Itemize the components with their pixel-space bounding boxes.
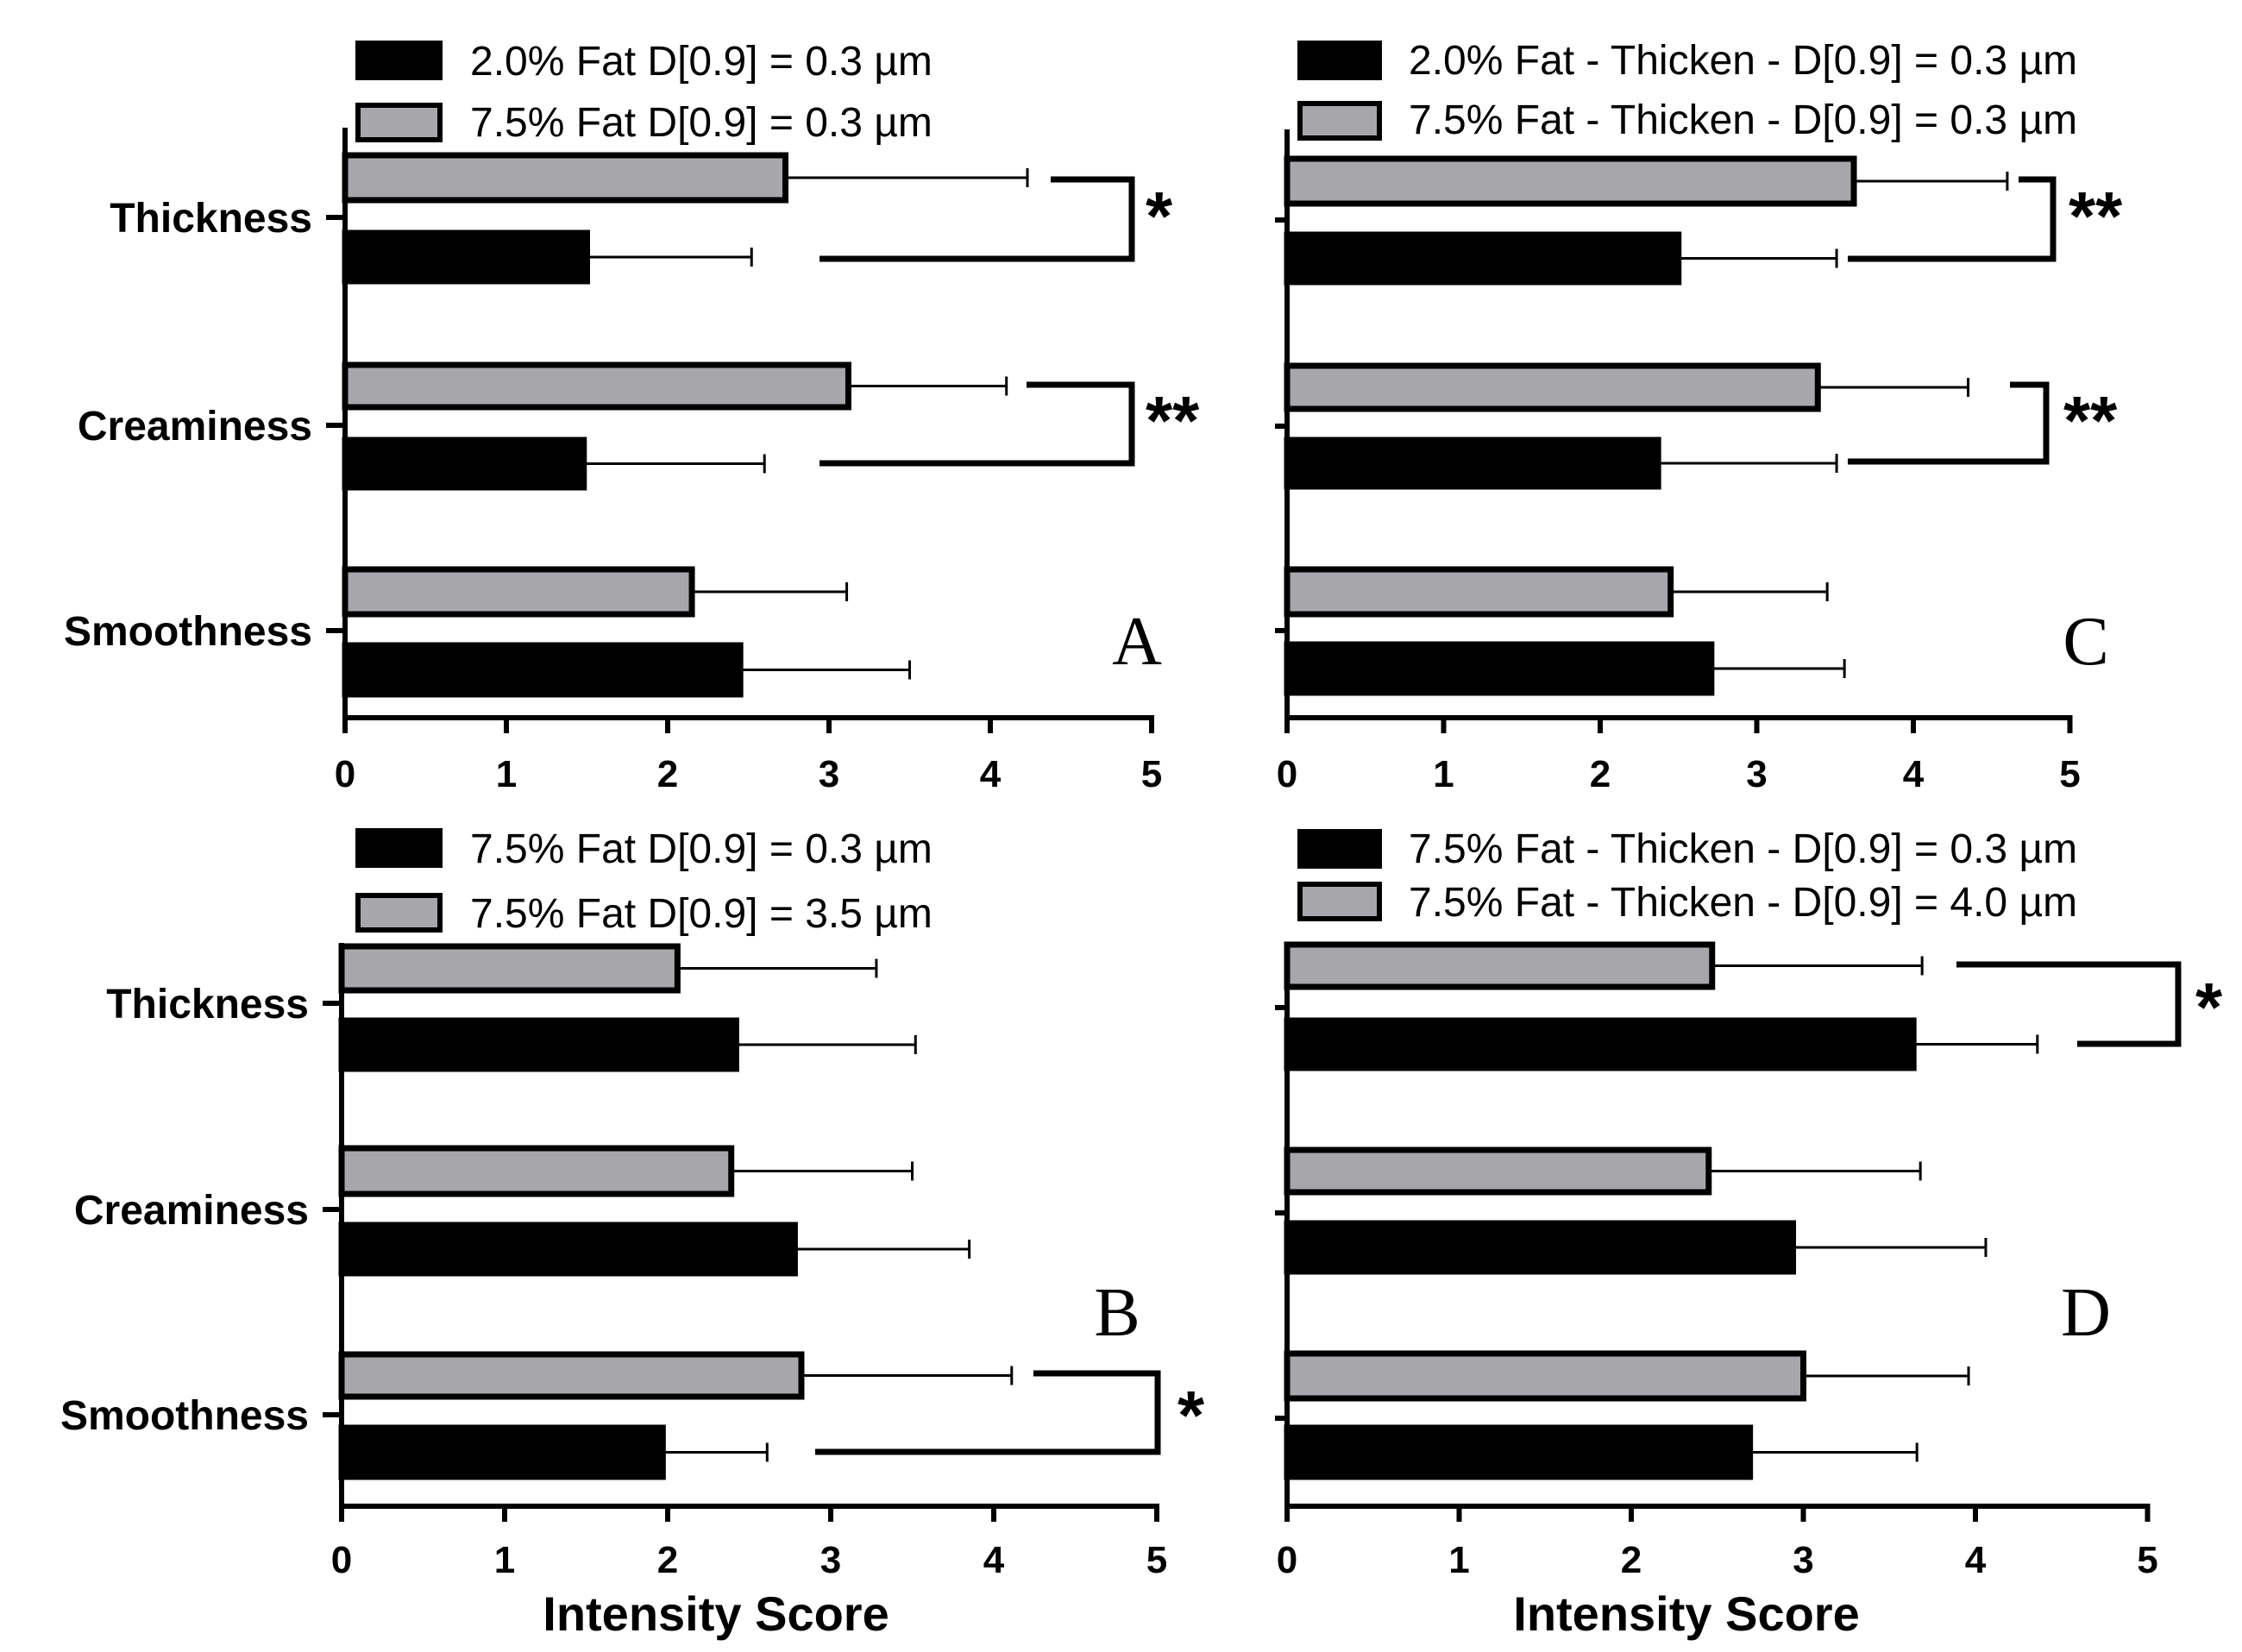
bar-thickness-gray xyxy=(338,943,681,994)
panel-d: 7.5% Fat - Thicken - D[0.9] = 0.3 µm 7.5%… xyxy=(1275,826,2223,1641)
panel-a: 2.0% Fat D[0.9] = 0.3 µm 7.5% Fat D[0.9] … xyxy=(64,39,1200,795)
bar-creaminess-gray xyxy=(1284,362,1821,412)
x-tick-label: 2 xyxy=(1621,1539,1642,1581)
legend-entry: 2.0% Fat - Thicken - D[0.9] = 0.3 µm xyxy=(1409,38,2077,84)
legend-entry: 7.5% Fat D[0.9] = 0.3 µm xyxy=(470,826,933,872)
legend-entry: 7.5% Fat D[0.9] = 0.3 µm xyxy=(470,100,933,146)
x-tick-label: 4 xyxy=(983,1539,1005,1581)
bar-creaminess-black xyxy=(338,1222,798,1277)
bar-thickness-gray xyxy=(1284,941,1716,990)
x-tick-label: 5 xyxy=(2059,753,2080,795)
x-tick-label: 4 xyxy=(1965,1539,1987,1581)
legend-swatch xyxy=(1297,882,1382,921)
x-tick-label: 1 xyxy=(496,753,517,795)
panel-letter: C xyxy=(2063,604,2108,680)
x-tick-label: 0 xyxy=(331,1539,352,1581)
bar-thickness-black xyxy=(1284,231,1682,286)
x-tick-label: 1 xyxy=(1448,1539,1469,1581)
bar-thickness-black xyxy=(1284,1017,1917,1071)
panel-letter: D xyxy=(2061,1275,2111,1351)
x-tick-label: 1 xyxy=(494,1539,515,1581)
bar-smoothness-black xyxy=(338,1424,666,1480)
panel-letter: A xyxy=(1112,604,1162,680)
bar-thickness-gray xyxy=(1284,155,1857,207)
significance-mark: * xyxy=(2195,969,2223,1046)
bar-smoothness-black xyxy=(342,642,744,698)
category-label: Creaminess xyxy=(78,404,312,449)
x-tick-label: 1 xyxy=(1433,753,1454,795)
significance-bracket xyxy=(1848,176,2057,262)
legend-swatch xyxy=(355,103,443,142)
significance-bracket xyxy=(820,176,1135,262)
bar-creaminess-black xyxy=(1284,437,1661,490)
bar-creaminess-black xyxy=(1284,1220,1797,1275)
significance-mark: * xyxy=(1178,1377,1205,1454)
x-tick-label: 2 xyxy=(657,753,678,795)
significance-bracket xyxy=(820,381,1135,467)
x-tick-label: 2 xyxy=(657,1539,678,1581)
x-tick-label: 4 xyxy=(1903,753,1925,795)
bar-smoothness-gray xyxy=(1284,1350,1806,1402)
panel-b: 7.5% Fat D[0.9] = 0.3 µm 7.5% Fat D[0.9] … xyxy=(60,826,1205,1641)
x-tick-label: 0 xyxy=(335,753,355,795)
legend-entry: 2.0% Fat D[0.9] = 0.3 µm xyxy=(470,39,933,85)
category-label: Creaminess xyxy=(74,1188,309,1234)
bar-thickness-black xyxy=(338,1017,739,1072)
x-tick-label: 3 xyxy=(819,753,839,795)
x-axis-label: Intensity Score xyxy=(543,1586,889,1641)
x-tick-label: 2 xyxy=(1590,753,1611,795)
x-tick-label: 3 xyxy=(820,1539,841,1581)
x-axis-label: Intensity Score xyxy=(1513,1586,1859,1641)
significance-mark: ** xyxy=(2069,178,2123,254)
bar-thickness-black xyxy=(342,229,590,285)
panel-letter: B xyxy=(1094,1275,1140,1351)
legend-entry: 7.5% Fat - Thicken - D[0.9] = 4.0 µm xyxy=(1409,880,2077,926)
legend-swatch xyxy=(355,41,443,80)
legend-entry: 7.5% Fat - Thicken - D[0.9] = 0.3 µm xyxy=(1409,97,2077,143)
x-tick-label: 5 xyxy=(2137,1539,2157,1581)
bar-smoothness-gray xyxy=(1284,566,1674,618)
category-label: Thickness xyxy=(106,982,309,1027)
legend-swatch xyxy=(1297,41,1382,80)
category-label: Smoothness xyxy=(64,609,312,655)
bar-smoothness-gray xyxy=(342,566,695,618)
legend-swatch xyxy=(1297,829,1382,869)
significance-mark: * xyxy=(1146,178,1173,254)
legend-swatch xyxy=(355,828,443,868)
bar-creaminess-gray xyxy=(342,361,851,411)
significance-mark: ** xyxy=(2063,382,2118,459)
bar-smoothness-black xyxy=(1284,641,1715,696)
panel-c: 2.0% Fat - Thicken - D[0.9] = 0.3 µm 7.5%… xyxy=(1275,38,2123,795)
category-label: Smoothness xyxy=(60,1393,309,1439)
legend-entry: 7.5% Fat - Thicken - D[0.9] = 0.3 µm xyxy=(1409,826,2077,872)
legend-swatch xyxy=(355,893,443,933)
bar-smoothness-black xyxy=(1284,1424,1754,1480)
legend-entry: 7.5% Fat D[0.9] = 3.5 µm xyxy=(470,891,933,937)
bar-smoothness-gray xyxy=(338,1351,805,1400)
x-tick-label: 5 xyxy=(1146,1539,1167,1581)
category-label: Thickness xyxy=(110,196,312,242)
bar-creaminess-black xyxy=(342,437,587,491)
significance-bracket xyxy=(1848,381,2050,465)
bar-thickness-gray xyxy=(342,152,789,204)
significance-bracket xyxy=(815,1370,1161,1455)
x-tick-label: 3 xyxy=(1746,753,1767,795)
x-tick-label: 3 xyxy=(1793,1539,1813,1581)
significance-bracket xyxy=(1956,961,2182,1047)
bar-creaminess-gray xyxy=(338,1145,735,1197)
x-tick-label: 5 xyxy=(1141,753,1162,795)
significance-mark: ** xyxy=(1146,382,1200,459)
x-tick-label: 0 xyxy=(1277,753,1297,795)
x-tick-label: 4 xyxy=(980,753,1002,795)
x-tick-label: 0 xyxy=(1277,1539,1297,1581)
legend-swatch xyxy=(1297,101,1382,141)
bar-creaminess-gray xyxy=(1284,1146,1712,1196)
